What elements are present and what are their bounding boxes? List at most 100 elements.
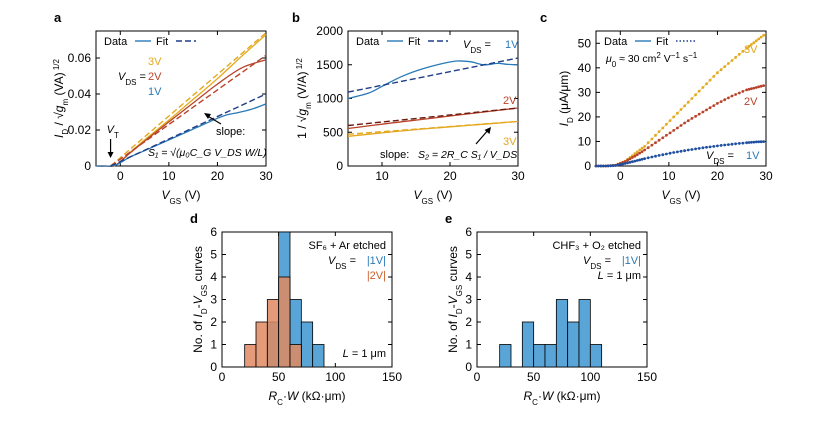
data-point — [646, 156, 650, 160]
histogram-bar-1V — [521, 321, 535, 368]
data-point — [604, 164, 608, 168]
label-part: W — [287, 389, 300, 403]
y-axis-label: ID / √gm (VA) 1/2 — [52, 59, 70, 138]
data-point — [734, 93, 737, 96]
label-part: curves — [191, 246, 205, 285]
x-tick-label: 20 — [443, 169, 457, 183]
histogram-bar-2V — [255, 321, 268, 368]
data-point — [719, 144, 723, 147]
histogram-bar-2V — [266, 299, 280, 368]
data-point — [730, 59, 734, 62]
data-point — [672, 115, 676, 119]
data-point — [759, 140, 763, 144]
series-header: VDS = — [118, 71, 146, 87]
histogram-bar-1V — [544, 344, 557, 368]
y-tick-label: 40 — [578, 61, 592, 75]
y-tick-label: 0 — [84, 159, 91, 173]
data-point — [668, 151, 672, 155]
data-point — [661, 153, 665, 157]
data-point — [657, 130, 661, 134]
data-point — [638, 158, 642, 162]
histogram-bar-1V — [312, 344, 325, 368]
fit-line-1V — [347, 57, 519, 93]
label-part: = 1 μm — [349, 348, 386, 360]
data-point — [741, 49, 745, 53]
data-point — [708, 106, 712, 110]
label-part: R — [269, 389, 278, 403]
data-point — [686, 119, 690, 122]
label-part: I — [557, 122, 571, 126]
x-tick-label: 100 — [325, 370, 345, 384]
data-point — [628, 157, 632, 161]
label-part: DS — [470, 46, 481, 55]
label-part: GS — [170, 197, 182, 206]
data-point — [723, 65, 727, 68]
label-part: · — [538, 389, 542, 403]
data-point — [631, 156, 634, 159]
y-tick-label: 0 — [210, 360, 217, 374]
label-part: I — [446, 314, 460, 318]
vt-arrowhead — [107, 152, 114, 158]
data-point — [745, 88, 748, 92]
y-tick-label: 1 — [465, 338, 472, 352]
data-point — [762, 33, 765, 37]
y-tick-label: 50 — [578, 36, 592, 50]
data-point — [633, 152, 637, 156]
data-point — [683, 149, 686, 153]
data-point — [657, 138, 661, 142]
x-tick-label: 0 — [219, 370, 226, 384]
data-point — [697, 89, 701, 93]
series-label-1V: 1V — [148, 86, 162, 98]
label-part: I — [52, 134, 66, 138]
data-point — [705, 82, 708, 86]
x-tick-label: 30 — [759, 169, 773, 183]
data-point — [618, 163, 622, 166]
data-point — [708, 78, 712, 82]
data-point — [633, 154, 637, 158]
data-point — [631, 160, 634, 164]
vt-label: VT — [107, 124, 119, 140]
label-part: V — [463, 39, 472, 51]
label-part: C — [532, 398, 538, 407]
data-point — [716, 71, 719, 75]
data-point — [719, 100, 723, 103]
histogram-bar-1V — [300, 321, 314, 368]
data-point — [643, 145, 646, 148]
y-tick-label: 4 — [210, 270, 217, 284]
y-tick-label: 1500 — [316, 58, 343, 72]
length-label: L = 1 μm — [598, 270, 641, 282]
series-label-1V: 1V — [505, 39, 519, 51]
etch-label: SF₆ + Ar etched — [308, 240, 386, 252]
data-point — [668, 131, 672, 135]
data-point — [635, 150, 639, 154]
data-point — [594, 164, 598, 168]
x-tick-label: 20 — [711, 169, 725, 183]
data-point — [754, 140, 758, 144]
label-part: - — [446, 304, 460, 308]
legend-data-label: Data — [356, 36, 380, 48]
series-header: VDS = — [328, 255, 356, 271]
etch-label: CHF₃ + O₂ etched — [552, 240, 641, 252]
label-part: L — [598, 270, 604, 282]
series-header: VDS = — [583, 255, 611, 271]
data-point — [640, 146, 644, 150]
label-part: m — [304, 102, 313, 109]
data-point — [672, 151, 676, 154]
x-axis-label: VGS (V) — [162, 188, 201, 206]
label-part: V — [583, 255, 592, 267]
y-tick-label: 0.06 — [68, 51, 92, 65]
y-tick-label: 0 — [584, 159, 591, 173]
data-point — [679, 108, 683, 111]
y-tick-label: 0.04 — [68, 87, 92, 101]
data-point — [690, 148, 694, 151]
data-point — [737, 91, 741, 95]
label-part: · — [283, 389, 287, 403]
y-tick-label: 2 — [465, 315, 472, 329]
data-point — [654, 141, 657, 145]
plot-frame — [347, 30, 519, 167]
y-tick-label: 2 — [210, 315, 217, 329]
label-part: −1 — [688, 51, 698, 60]
